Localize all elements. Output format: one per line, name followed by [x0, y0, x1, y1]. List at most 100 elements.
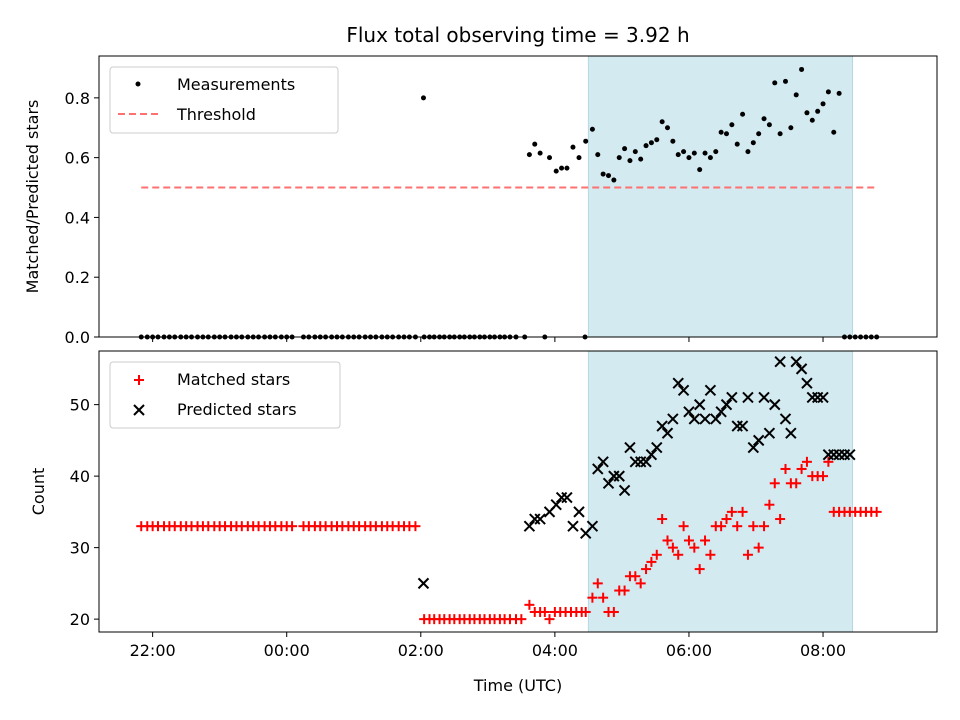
predicted-point — [752, 434, 765, 447]
measurement-point — [788, 125, 794, 131]
matched-point — [544, 614, 555, 625]
matched-legend-marker — [134, 375, 144, 385]
predicted-point-b — [534, 513, 546, 525]
measurement-point — [750, 140, 756, 146]
measurement-point — [654, 137, 660, 143]
measurement-point — [611, 177, 617, 183]
ytick-label: 0.4 — [65, 208, 90, 227]
measurement-point — [583, 138, 589, 144]
predicted-point-b — [742, 391, 754, 404]
measurement-point — [681, 149, 687, 155]
predicted-point-b — [672, 377, 684, 389]
predicted-point-b — [817, 391, 829, 404]
predicted-point — [774, 356, 786, 368]
predicted-point — [417, 577, 430, 590]
predicted-point — [795, 363, 808, 375]
predicted-point — [651, 441, 663, 454]
predicted-point — [769, 398, 781, 411]
predicted-point — [661, 427, 674, 439]
count-panel-ylabel: Count — [29, 468, 48, 516]
ytick-label: 50 — [70, 396, 90, 415]
predicted-point — [785, 427, 797, 439]
measurement-point — [820, 101, 826, 107]
predicted-point-b — [795, 363, 808, 375]
ratio-panel-ylabel: Matched/Predicted stars — [23, 100, 42, 294]
xtick-label: 04:00 — [532, 641, 578, 660]
predicted-point-b — [779, 413, 792, 425]
xtick-label: 02:00 — [398, 641, 444, 660]
predicted-point — [758, 391, 770, 404]
measurement-point — [595, 152, 601, 158]
matched-point — [630, 571, 641, 582]
measurement-point — [632, 149, 638, 155]
measurement-point — [532, 141, 538, 147]
xtick-label: 22:00 — [130, 641, 176, 660]
predicted-point-b — [693, 398, 706, 411]
matched-point — [516, 614, 527, 625]
measurement-point — [740, 111, 746, 117]
matched-point — [673, 549, 684, 560]
measurement-point — [761, 116, 767, 122]
predicted-point-b — [688, 413, 701, 425]
measurement-point — [691, 150, 697, 156]
matched-point — [796, 463, 807, 474]
observing-span-top — [587, 55, 854, 338]
predicted-point — [592, 463, 604, 475]
predicted-point-b — [667, 413, 679, 425]
matched-point — [700, 535, 711, 546]
predicted-point — [726, 391, 738, 404]
count-panel-legend: Matched stars Predicted stars — [109, 361, 341, 429]
measurement-point — [793, 92, 799, 98]
matched-point — [287, 521, 298, 532]
count-panel: 22:00 00:00 02:00 04:00 06:00 08:00 20304050 … — [29, 350, 938, 695]
predicted-point — [602, 477, 615, 489]
measurement-point — [670, 138, 676, 144]
measurement-point — [729, 122, 735, 128]
matched-point — [592, 578, 603, 589]
matched-point — [791, 478, 802, 489]
matched-point — [871, 506, 882, 517]
matched-point — [608, 606, 619, 617]
matched-point — [721, 514, 732, 525]
predicted-point-b — [602, 477, 615, 489]
predicted-point — [704, 384, 717, 397]
measurement-point — [526, 152, 532, 158]
matched-point — [823, 456, 834, 467]
measurement-point — [643, 143, 649, 149]
predicted-point-b — [710, 413, 722, 425]
predicted-point — [779, 413, 792, 425]
measurement-point — [718, 129, 724, 135]
measurement-point — [600, 171, 606, 177]
predicted-point — [555, 491, 568, 504]
predicted-point-b — [586, 520, 599, 532]
measurement-point — [782, 78, 788, 84]
predicted-point-b — [651, 441, 663, 454]
predicted-point-b — [726, 391, 738, 404]
measurements-legend-label: Measurements — [177, 75, 295, 94]
predicted-point-b — [752, 434, 765, 447]
predicted-point — [683, 406, 695, 418]
measurement-point — [831, 129, 837, 135]
threshold-legend-label: Threshold — [176, 105, 256, 124]
measurement-point — [713, 149, 719, 155]
measurement-point — [702, 150, 708, 156]
matched-point — [662, 535, 673, 546]
matched-point — [764, 499, 775, 510]
predicted-point-b — [656, 420, 668, 432]
matched-point — [759, 521, 770, 532]
measurement-point — [707, 155, 713, 161]
count-panel-frame — [98, 350, 938, 633]
matched-point — [818, 471, 829, 482]
predicted-point-b — [592, 463, 604, 475]
predicted-point — [561, 491, 573, 504]
ratio-panel-xticks — [152, 337, 824, 342]
predicted-point — [645, 448, 658, 461]
predicted-point — [573, 506, 585, 518]
predicted-point-b — [704, 384, 717, 397]
predicted-point — [529, 513, 541, 525]
xtick-label: 08:00 — [800, 641, 846, 660]
matched-point — [753, 542, 764, 553]
matched-point — [775, 514, 786, 525]
predicted-point-b — [715, 406, 727, 418]
matched-point — [678, 521, 689, 532]
